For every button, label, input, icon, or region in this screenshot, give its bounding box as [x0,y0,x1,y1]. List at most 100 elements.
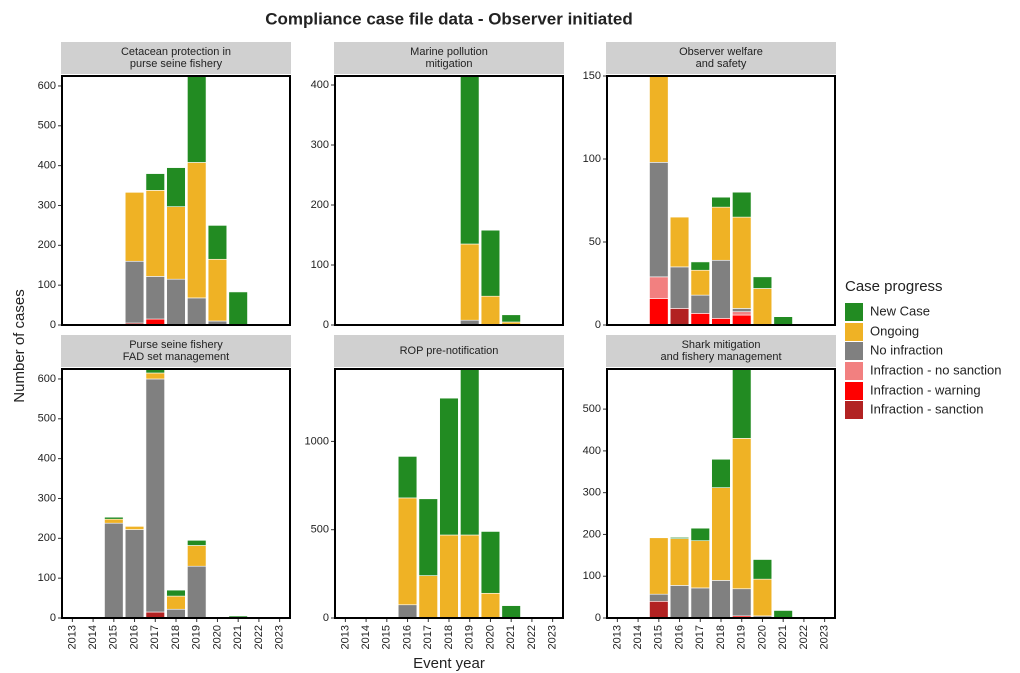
y-tick-label: 0 [50,612,56,624]
facet-title: purse seine fishery [130,58,223,70]
x-tick-label: 2023 [274,625,286,649]
bar-segment [187,545,207,567]
bar-segment [480,592,501,618]
bar-segment [480,295,501,325]
x-tick-label: 2017 [149,625,161,649]
bar-segment [752,288,773,325]
y-axis-label: Number of cases [11,289,28,402]
y-tick-label: 0 [595,319,601,331]
bar-segment [501,605,521,618]
bar-segment [187,297,207,325]
bar-segment [711,487,731,581]
y-tick-label: 0 [50,319,56,331]
facet-title: FAD set management [123,351,229,363]
legend-label: Ongoing [870,323,919,338]
y-tick-label: 0 [595,612,601,624]
y-tick-label: 600 [38,80,56,92]
x-tick-label: 2013 [66,625,78,649]
y-tick-label: 200 [38,532,56,544]
y-tick-label: 500 [311,524,329,536]
bar-segment [418,498,438,576]
bar-segment [711,206,731,261]
facet-title: Cetacean protection in [121,46,231,58]
bar-segment [649,162,669,278]
x-tick-label: 2021 [505,625,517,649]
bar-segment [773,316,793,325]
facet-title: mitigation [425,58,472,70]
x-tick-label: 2022 [798,625,810,649]
legend-title: Case progress [845,278,943,295]
bar-segment [145,276,165,320]
facet-strip [606,335,836,367]
y-tick-label: 400 [38,160,56,172]
y-tick-label: 100 [311,259,329,271]
bar-segment [166,278,186,325]
facet-title: and fishery management [660,351,781,363]
plot-area [397,369,521,618]
bar-segment [145,190,165,277]
legend-label: New Case [870,303,930,318]
x-tick-label: 2019 [464,625,476,649]
bar-segment [732,311,752,316]
bar-segment [711,458,731,488]
bar-segment [187,540,207,546]
bar-segment [711,580,731,618]
plot-area [649,76,793,325]
bar-segment [228,291,248,325]
panel-border [334,75,564,326]
x-tick-label: 2021 [777,625,789,649]
bar-segment [649,298,669,325]
bar-segment [732,588,752,617]
bar-segment [732,369,752,439]
bar-segment [145,372,165,380]
bar-segment [690,540,710,589]
bar-segment [690,313,710,325]
x-tick-label: 2014 [87,625,99,649]
x-tick-label: 2023 [547,625,559,649]
bar-segment [124,526,145,530]
y-tick-label: 100 [38,572,56,584]
bar-segment [669,216,690,268]
bar-segment [711,259,731,319]
facet-title: Marine pollution [410,46,488,58]
bar-segment [439,534,459,618]
bar-segment [145,369,165,374]
y-tick-label: 300 [38,492,56,504]
bar-segment [732,191,752,218]
bar-segment [460,534,480,618]
x-tick-label: 2014 [632,625,644,649]
bar-segment [104,518,124,524]
bar-segment [166,589,186,597]
bar-segment [669,308,690,325]
legend-label: No infraction [870,342,943,357]
facet-title: and safety [696,58,747,70]
x-tick-label: 2013 [611,625,623,649]
bar-segment [501,314,521,323]
x-tick-label: 2015 [108,625,120,649]
facet-strip [334,42,564,74]
panel-border [606,368,836,619]
y-tick-label: 400 [311,79,329,91]
bar-segment [773,610,793,618]
y-tick-label: 600 [38,373,56,385]
legend-label: Infraction - no sanction [870,362,1002,377]
y-tick-label: 1000 [305,435,329,447]
x-tick-label: 2020 [756,625,768,649]
panel-border [606,75,836,326]
bar-segment [145,173,165,191]
x-tick-label: 2013 [339,625,351,649]
bar-segment [690,527,710,542]
bar-segment [439,397,459,536]
bar-segment [124,260,145,324]
y-tick-label: 300 [311,139,329,151]
bar-segment [460,243,480,321]
y-tick-label: 100 [583,570,601,582]
bar-segment [166,167,186,207]
bar-segment [166,206,186,280]
bar-segment [480,531,501,594]
bar-segment [104,522,124,618]
y-tick-label: 150 [583,70,601,82]
bar-segment [649,276,669,299]
y-tick-label: 300 [583,487,601,499]
